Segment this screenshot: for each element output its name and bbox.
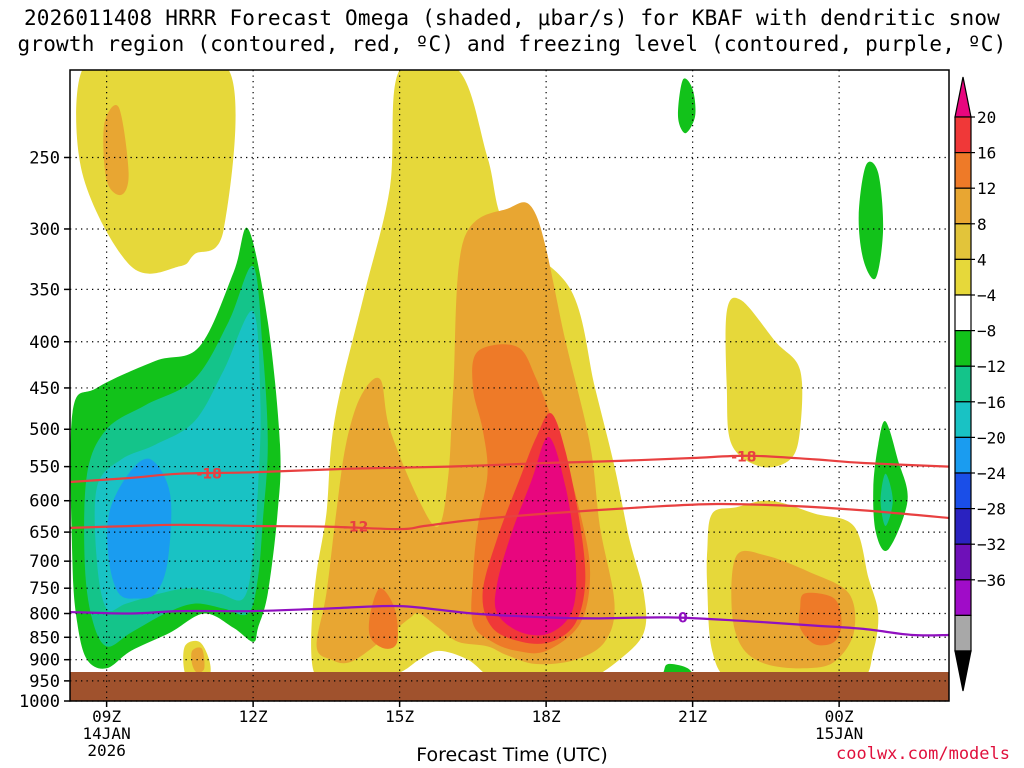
colorbar-label-11: −28 bbox=[977, 500, 1006, 519]
y-tick-label-450: 450 bbox=[29, 379, 60, 399]
x-tick-label-21Z: 21Z bbox=[678, 707, 707, 726]
y-tick-label-800: 800 bbox=[29, 605, 60, 625]
colorbar: 20 16 12 8 4 −4 −8 −12 −16 −20 −24 −28 −32 −36 bbox=[954, 76, 1006, 692]
x-tick-label-09Z: 09Z bbox=[92, 707, 121, 726]
x-tick-label-15Z: 15Z bbox=[385, 707, 414, 726]
omega-region-n16-13 bbox=[107, 458, 172, 599]
contour-freezing-level bbox=[70, 604, 949, 637]
omega-shading bbox=[70, 70, 908, 687]
x-tick-label-00Z: 00Z bbox=[825, 707, 854, 726]
colorbar-label-10: −24 bbox=[977, 464, 1006, 483]
colorbar-label-2: 12 bbox=[977, 179, 996, 198]
colorbar-swatch-7 bbox=[954, 365, 972, 403]
grid-lines bbox=[70, 70, 949, 702]
y-tick-label-300: 300 bbox=[29, 220, 60, 240]
y-tick-label-700: 700 bbox=[29, 552, 60, 572]
contour-label-dgz-minus18-1: -18 bbox=[731, 450, 756, 466]
contour-label-dgz-minus18-0: -18 bbox=[197, 467, 222, 483]
credit-text[interactable]: coolwx.com/models bbox=[836, 744, 1010, 764]
colorbar-swatch-0 bbox=[954, 116, 972, 154]
omega-region-n4-14 bbox=[677, 78, 696, 134]
colorbar-label-8: −16 bbox=[977, 393, 1006, 412]
y-tick-label-250: 250 bbox=[29, 148, 60, 168]
colorbar-swatch-4 bbox=[954, 258, 972, 296]
x-tick-sub-00Z-0: 15JAN bbox=[815, 724, 863, 743]
omega-region-o12-7 bbox=[368, 588, 398, 649]
colorbar-top-arrow bbox=[954, 76, 972, 118]
y-tick-label-750: 750 bbox=[29, 579, 60, 599]
omega-region-o4-0 bbox=[76, 70, 236, 274]
y-tick-label-500: 500 bbox=[29, 420, 60, 440]
y-tick-label-900: 900 bbox=[29, 651, 60, 671]
omega-region-o20-9 bbox=[494, 436, 577, 636]
x-tick-sub-09Z-0: 14JAN bbox=[83, 724, 131, 743]
chart-title-line-1: 2026011408 HRRR Forecast Omega (shaded, … bbox=[23, 6, 1001, 30]
colorbar-label-13: −36 bbox=[977, 571, 1006, 590]
contour-label-freezing-level-3: 0 bbox=[678, 610, 688, 626]
y-tick-label-650: 650 bbox=[29, 523, 60, 543]
colorbar-swatch-10 bbox=[954, 472, 972, 510]
colorbar-label-1: 16 bbox=[977, 144, 996, 163]
colorbar-label-9: −20 bbox=[977, 428, 1006, 447]
colorbar-label-5: −4 bbox=[977, 286, 996, 305]
colorbar-label-0: 20 bbox=[977, 108, 996, 127]
x-tick-sub-09Z-1: 2026 bbox=[87, 741, 126, 760]
contour-dgz-minus18 bbox=[70, 454, 949, 484]
colorbar-label-7: −12 bbox=[977, 357, 1006, 376]
x-tick-label-12Z: 12Z bbox=[239, 707, 268, 726]
colorbar-label-6: −8 bbox=[977, 322, 996, 341]
contour-dgz-minus12 bbox=[70, 502, 949, 531]
colorbar-bottom-arrow bbox=[954, 650, 972, 692]
omega-region-o8-1 bbox=[103, 104, 129, 196]
colorbar-swatch-8 bbox=[954, 401, 972, 438]
colorbar-label-4: 4 bbox=[977, 250, 987, 269]
y-tick-label-400: 400 bbox=[29, 333, 60, 353]
colorbar-swatch-1 bbox=[954, 152, 972, 189]
y-tick-label-550: 550 bbox=[29, 458, 60, 478]
y-tick-label-850: 850 bbox=[29, 628, 60, 648]
chart-title-line-2: growth region (contoured, red, ºC) and f… bbox=[17, 32, 1007, 56]
omega-region-n4-20 bbox=[858, 161, 884, 280]
plot-frame bbox=[69, 69, 950, 702]
x-axis-title: Forecast Time (UTC) bbox=[416, 744, 608, 766]
omega-region-o12-19 bbox=[798, 592, 842, 646]
x-tick-label-18Z: 18Z bbox=[532, 707, 561, 726]
colorbar-swatch-13 bbox=[954, 579, 972, 616]
colorbar-swatch-3 bbox=[954, 223, 972, 261]
colorbar-swatch-5 bbox=[954, 294, 972, 332]
y-tick-label-1000: 1000 bbox=[19, 692, 60, 712]
omega-region-o8-3 bbox=[191, 647, 205, 673]
colorbar-label-3: 8 bbox=[977, 215, 987, 234]
colorbar-swatch-9 bbox=[954, 436, 972, 474]
terrain-below-ground bbox=[70, 672, 949, 701]
colorbar-label-12: −32 bbox=[977, 535, 1006, 554]
colorbar-swatch-12 bbox=[954, 543, 972, 581]
colorbar-swatch-14 bbox=[954, 614, 972, 652]
y-tick-label-600: 600 bbox=[29, 492, 60, 512]
contour-label-dgz-minus12-2: -12 bbox=[343, 520, 368, 536]
colorbar-swatch-6 bbox=[954, 330, 972, 367]
y-tick-label-350: 350 bbox=[29, 280, 60, 300]
colorbar-swatch-2 bbox=[954, 187, 972, 225]
contours: -18 -18 -12 0 bbox=[70, 450, 949, 637]
pressure-axis: 250 300 350 400 450 500 550 600 650 700 750 800 850 9… bbox=[19, 148, 70, 712]
colorbar-swatch-11 bbox=[954, 508, 972, 545]
omega-region-o4-16 bbox=[725, 297, 803, 468]
y-tick-label-950: 950 bbox=[29, 672, 60, 692]
